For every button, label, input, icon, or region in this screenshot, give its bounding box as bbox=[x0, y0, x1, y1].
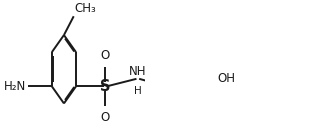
Text: OH: OH bbox=[218, 72, 236, 85]
Text: O: O bbox=[101, 49, 110, 62]
Text: H: H bbox=[134, 86, 141, 96]
Text: CH₃: CH₃ bbox=[74, 2, 96, 15]
Text: O: O bbox=[101, 111, 110, 124]
Text: H₂N: H₂N bbox=[4, 80, 26, 93]
Text: S: S bbox=[100, 79, 111, 94]
Text: NH: NH bbox=[129, 65, 146, 78]
